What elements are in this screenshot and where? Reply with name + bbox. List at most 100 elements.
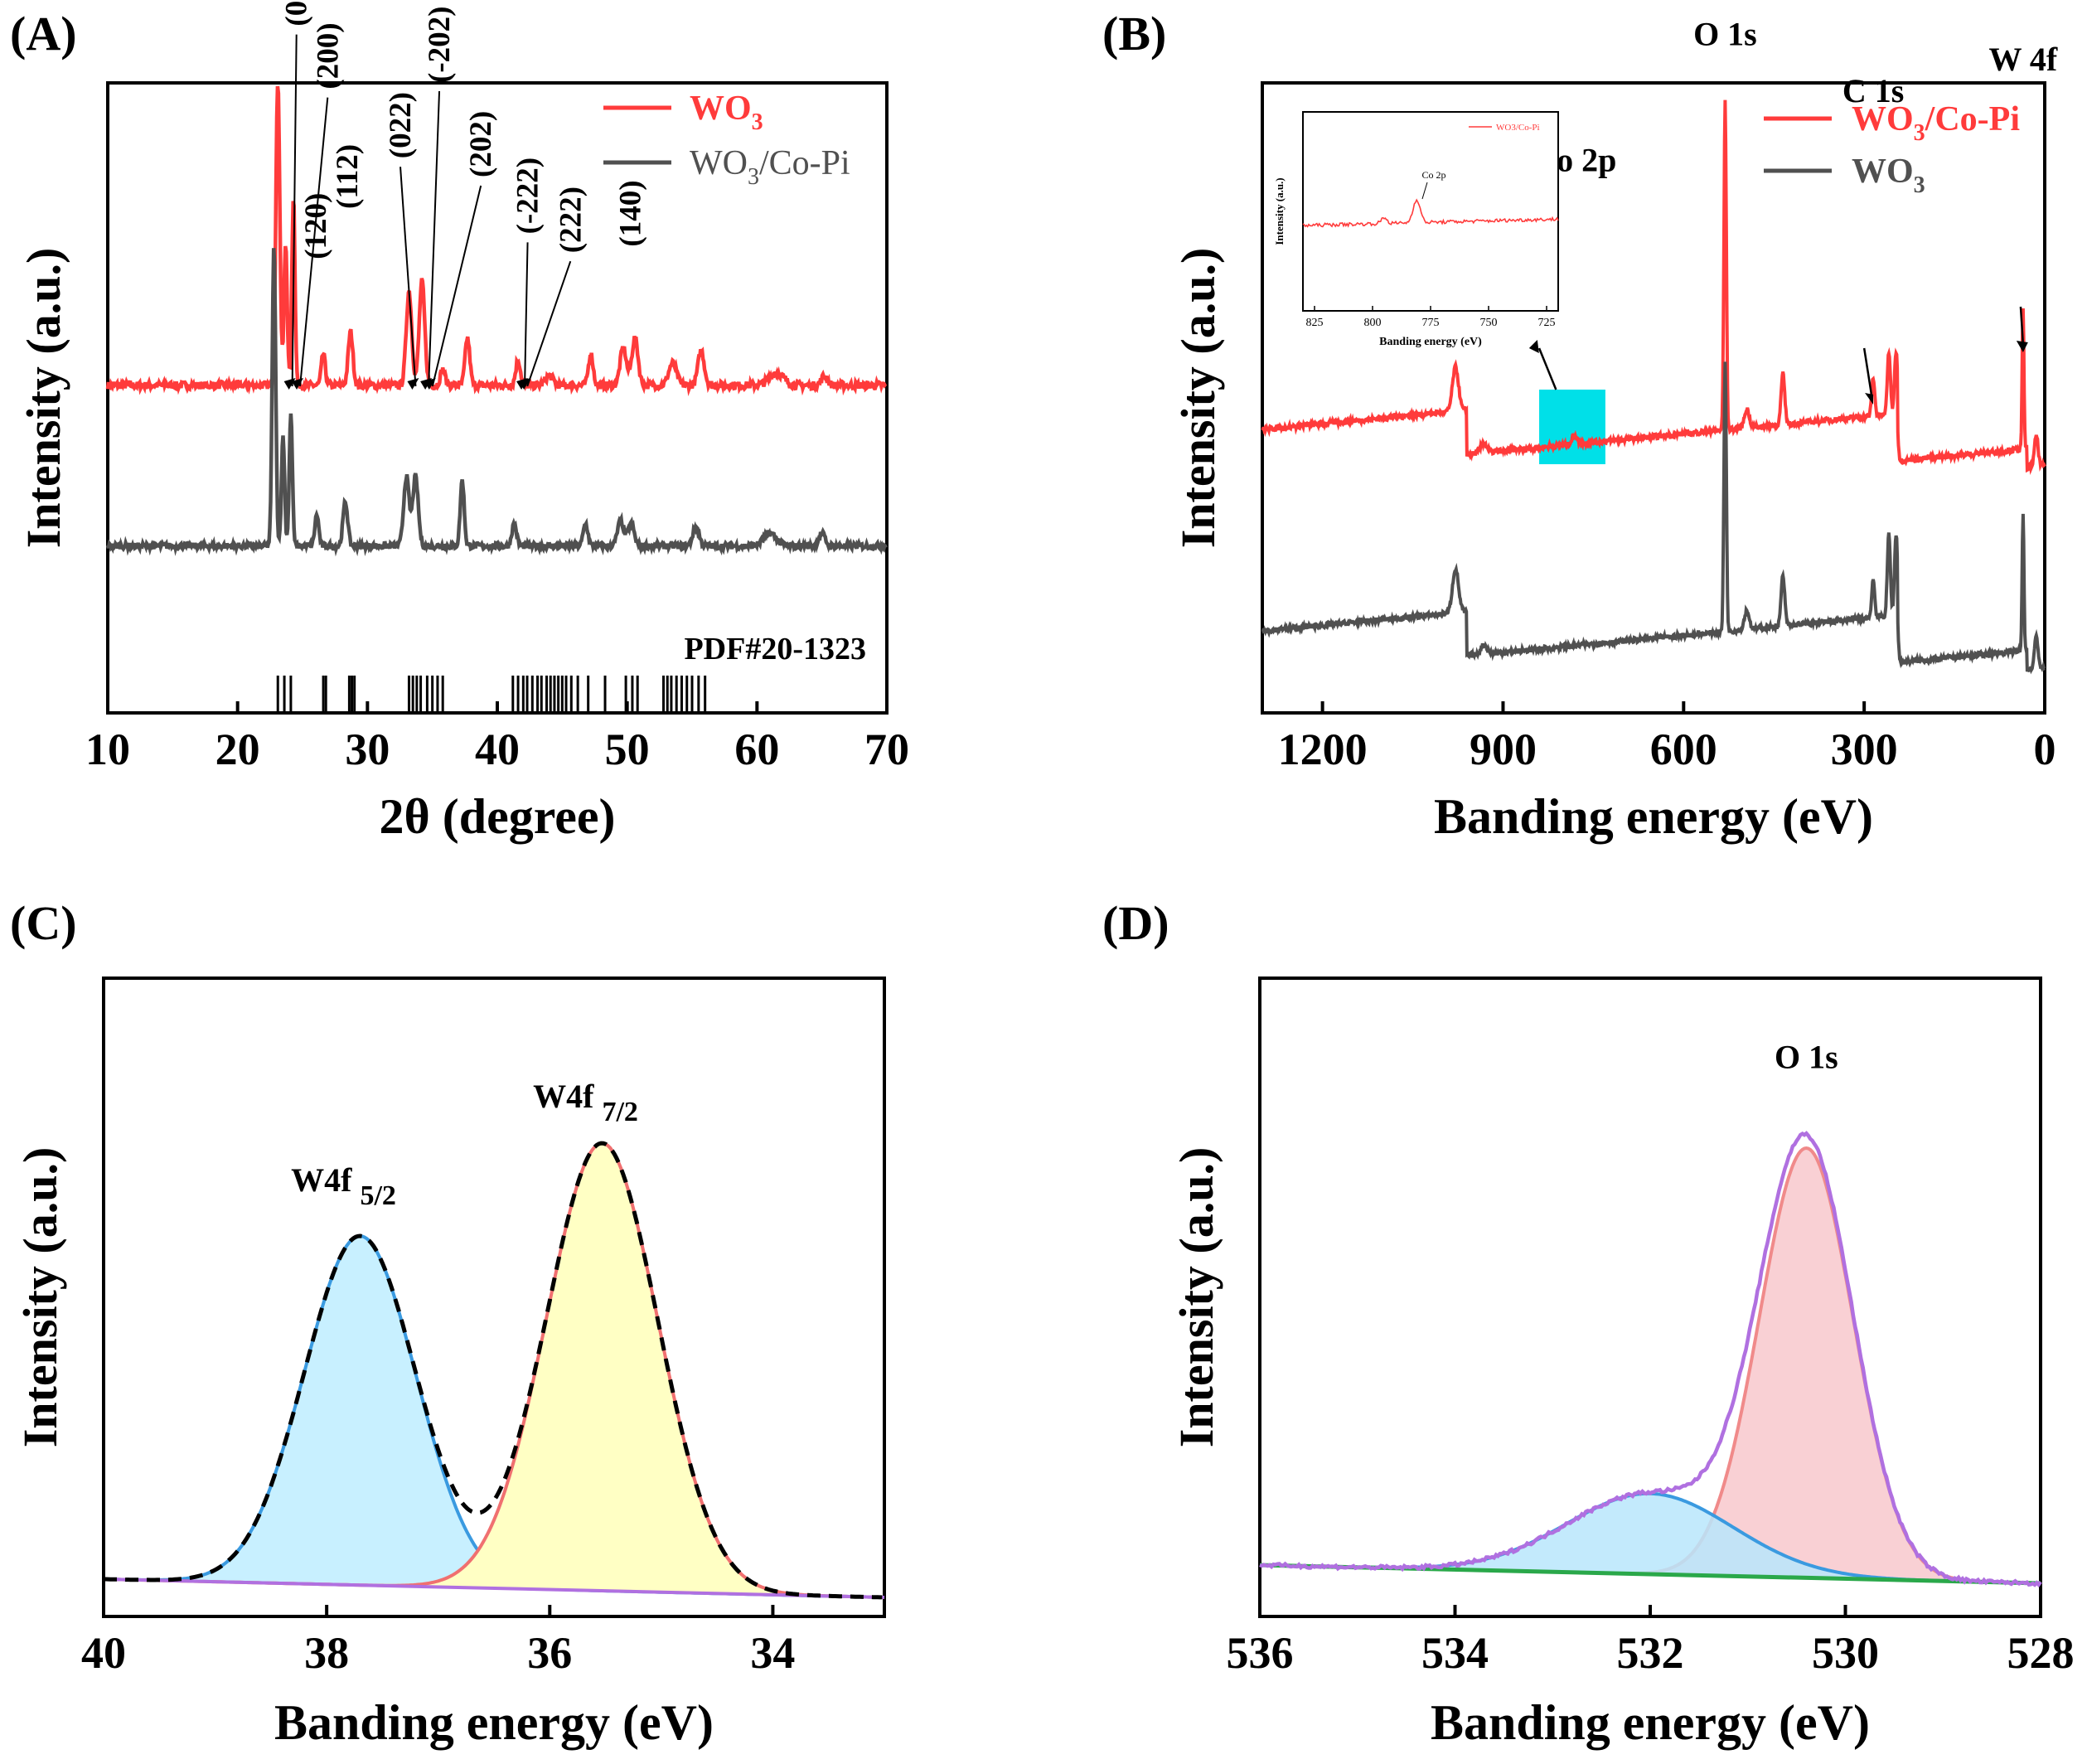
- peak-arrow-2: [299, 97, 329, 387]
- panel-a-xtick-label-30: 30: [345, 724, 390, 774]
- series-line-wo3: [105, 85, 888, 397]
- panel-a-label: (A): [10, 7, 77, 61]
- panel-a-xlabel: 2θ (degree): [379, 789, 615, 844]
- peak-label-4: (112): [331, 144, 365, 209]
- peak-arrowhead-2: [292, 378, 304, 390]
- panel-b: (B) 1200 900 600 300 0 O 1s C 1s W 4f Co 2p WO3…: [1102, 7, 2058, 844]
- peak-arrowhead-9: [519, 378, 531, 390]
- panel-a-ylabel: Intensity (a.u.): [17, 248, 70, 549]
- series-line-wo3: [1261, 361, 2046, 675]
- component-area-1: [104, 1143, 884, 1597]
- inset-peak-label: Co 2p: [1421, 169, 1445, 181]
- peak-label-3: (120): [299, 193, 333, 259]
- inset-series-line: [1302, 198, 1559, 228]
- panel-c-label: (C): [10, 896, 77, 950]
- w4f-arrow: [2019, 306, 2025, 345]
- co2p-highlight-box: [1539, 390, 1605, 464]
- peak-label-5: (022): [384, 92, 418, 158]
- inset-peak-arrow: [1421, 182, 1428, 200]
- panel-d-label: (D): [1102, 896, 1169, 950]
- panel-c-xtick-label-40: 40: [81, 1628, 126, 1678]
- peak-arrow-5: [399, 167, 417, 387]
- component-area-0: [1260, 1148, 2041, 1583]
- inset-legend-label: WO3/Co-Pi: [1496, 123, 1540, 133]
- peak-arrow-6: [428, 90, 441, 387]
- panel-a-xtick-label-40: 40: [475, 724, 520, 774]
- panel-d-xtick-label-536: 536: [1227, 1628, 1294, 1678]
- inset-frame: [1302, 111, 1559, 312]
- component-area-0: [104, 1236, 884, 1597]
- panel-c-xtick-label-38: 38: [304, 1628, 349, 1678]
- series-line-wo3-copi: [1261, 99, 2046, 475]
- legend-label-wo3-copi: WO3/Co-Pi: [690, 144, 850, 190]
- co2p-arrowhead: [1528, 340, 1539, 353]
- peak-arrow-7: [431, 185, 482, 387]
- panel-a-xtick-label-70: 70: [864, 724, 909, 774]
- legend-label-wo3: WO3: [1852, 153, 1925, 198]
- panel-c-frame: [102, 976, 886, 1618]
- peak-label-9: (222): [554, 187, 588, 253]
- peak-label-6: (-202): [423, 7, 457, 83]
- series-line-wo3-copi: [105, 248, 889, 557]
- peak-arrow-1: [291, 34, 298, 387]
- panel-b-xtick-label-300: 300: [1831, 724, 1898, 774]
- panel-d: (D) 536 534 532 530 528 O 1s Banding energy …: [1102, 896, 2075, 1750]
- panel-c-xtick-label-36: 36: [527, 1628, 572, 1678]
- peak-arrowhead-1: [283, 378, 296, 390]
- w4f-arrowhead: [2016, 341, 2028, 352]
- inset-xtick-label-800: 800: [1364, 317, 1382, 329]
- c1s-arrowhead: [1865, 393, 1874, 405]
- panel-d-xlabel: Banding energy (eV): [1431, 1695, 1870, 1750]
- panel-b-xtick-label-600: 600: [1650, 724, 1717, 774]
- panel-a-xtick-label-20: 20: [215, 724, 260, 774]
- component-label-0: W4f 5/2: [291, 1161, 396, 1211]
- panel-b-xlabel: Banding energy (eV): [1434, 789, 1873, 844]
- panel-b-xtick-label-1200: 1200: [1278, 724, 1368, 774]
- peak-label-10: (140): [613, 180, 647, 246]
- panel-a-xtick-label-10: 10: [85, 724, 130, 774]
- peak-label-7: (202): [464, 111, 498, 177]
- legend-label-wo3: WO3: [690, 90, 763, 135]
- panel-d-xtick-label-530: 530: [1812, 1628, 1879, 1678]
- panel-d-xtick-label-528: 528: [2007, 1628, 2075, 1678]
- legend-label-wo3-copi: WO3/Co-Pi: [1852, 100, 2020, 146]
- panel-c: (C) 40 38 36 34 W4f 5/2 W4f 7/2 Banding ener…: [10, 896, 886, 1750]
- inset-xtick-label-825: 825: [1306, 317, 1324, 329]
- background-line: [103, 1577, 885, 1599]
- panel-c-xlabel: Banding energy (eV): [274, 1695, 714, 1750]
- envelope-line: [1259, 1131, 2042, 1588]
- panel-d-ylabel: Intensity (a.u.): [1169, 1147, 1223, 1448]
- peak-label-2: (200): [311, 22, 345, 89]
- peak-label-c1s: C 1s: [1842, 72, 1904, 109]
- inset-xtick-label-725: 725: [1538, 317, 1556, 329]
- inset-xtick-label-750: 750: [1480, 317, 1498, 329]
- panel-b-xtick-label-900: 900: [1470, 724, 1537, 774]
- peak-arrow-9: [526, 260, 572, 387]
- c1s-arrow: [1862, 347, 1873, 399]
- panel-b-label: (B): [1102, 7, 1166, 61]
- panel-d-xtick-label-534: 534: [1421, 1628, 1489, 1678]
- peak-arrowhead-5: [407, 378, 419, 390]
- peak-arrowhead-7: [424, 378, 436, 390]
- component-area-1: [1260, 1493, 2041, 1583]
- peak-label-1: (020): [280, 0, 314, 27]
- panel-b-xtick-label-0: 0: [2034, 724, 2056, 774]
- envelope-line: [104, 1141, 883, 1600]
- co2p-arrow: [1537, 347, 1557, 390]
- inset-xlabel: Banding energy (eV): [1379, 336, 1482, 348]
- pdf-reference-label: PDF#20-1323: [684, 632, 866, 666]
- panel-d-xtick-label-532: 532: [1617, 1628, 1684, 1678]
- peak-label-o1s: O 1s: [1693, 15, 1757, 52]
- panel-b-frame: [1261, 81, 2046, 715]
- panel-c-ylabel: Intensity (a.u.): [13, 1147, 67, 1448]
- inset-ylabel: Intensity (a.u.): [1273, 177, 1286, 245]
- panel-b-ylabel: Intensity (a.u.): [1171, 248, 1225, 549]
- panel-c-xtick-label-34: 34: [750, 1628, 795, 1678]
- panel-a-xtick-label-60: 60: [734, 724, 779, 774]
- peak-label-o1s: O 1s: [1775, 1039, 1838, 1076]
- peak-label-w4f: W 4f: [1989, 41, 2058, 78]
- panel-a-xtick-label-50: 50: [605, 724, 650, 774]
- inset-xtick-label-775: 775: [1422, 317, 1440, 329]
